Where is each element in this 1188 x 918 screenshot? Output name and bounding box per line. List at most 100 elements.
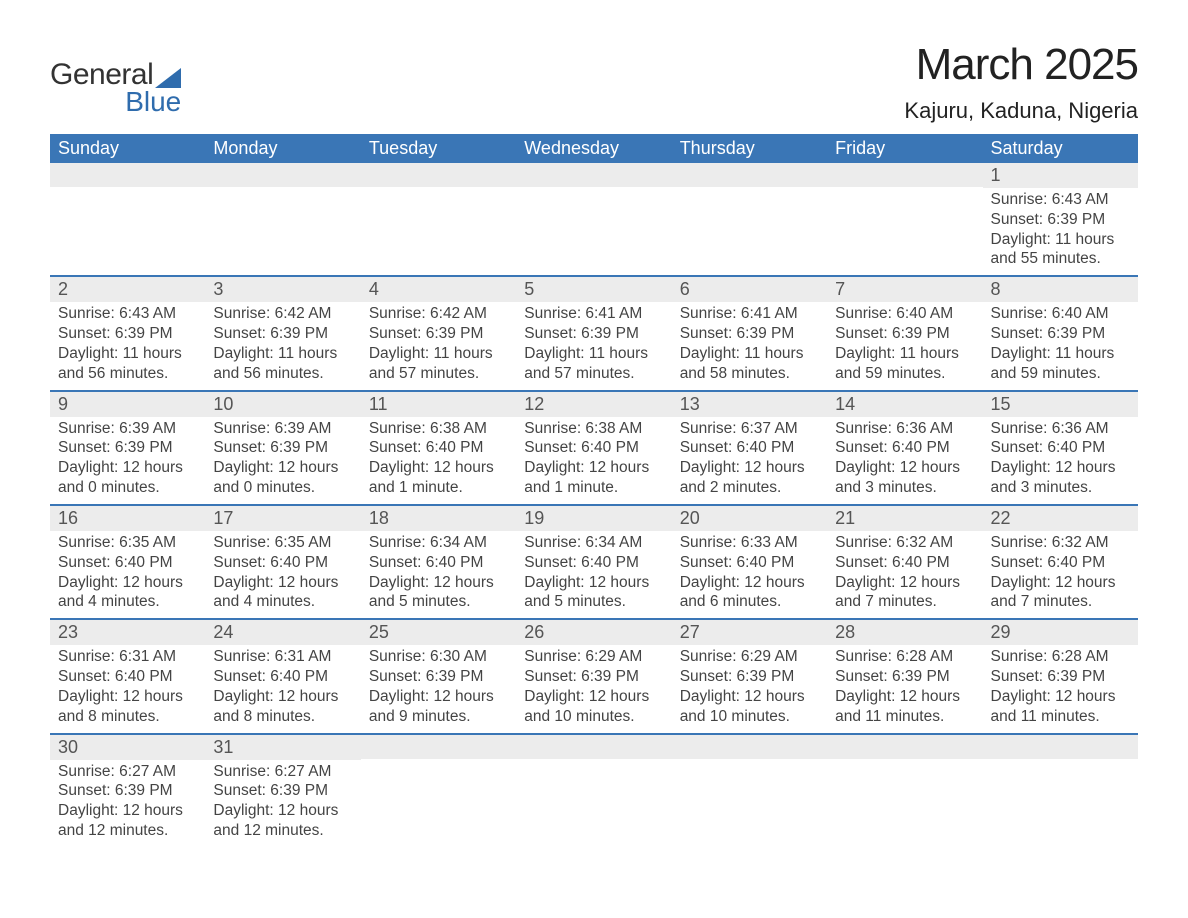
day-number: 31 <box>205 735 360 760</box>
daylight-text: Daylight: 12 hours and 5 minutes. <box>524 573 663 613</box>
day-number: 27 <box>672 620 827 645</box>
calendar-cell: 1Sunrise: 6:43 AMSunset: 6:39 PMDaylight… <box>983 163 1138 276</box>
brand-logo: General Blue <box>50 58 181 118</box>
sunset-text: Sunset: 6:39 PM <box>369 324 508 344</box>
calendar-cell <box>361 163 516 276</box>
day-number: 4 <box>361 277 516 302</box>
calendar-week-row: 30Sunrise: 6:27 AMSunset: 6:39 PMDayligh… <box>50 734 1138 847</box>
calendar-cell: 23Sunrise: 6:31 AMSunset: 6:40 PMDayligh… <box>50 619 205 733</box>
calendar-cell <box>50 163 205 276</box>
sunset-text: Sunset: 6:39 PM <box>835 667 974 687</box>
calendar-cell: 13Sunrise: 6:37 AMSunset: 6:40 PMDayligh… <box>672 391 827 505</box>
calendar-cell: 27Sunrise: 6:29 AMSunset: 6:39 PMDayligh… <box>672 619 827 733</box>
day-number: 23 <box>50 620 205 645</box>
day-number <box>983 735 1138 759</box>
calendar-table: Sunday Monday Tuesday Wednesday Thursday… <box>50 134 1138 847</box>
sunset-text: Sunset: 6:40 PM <box>835 553 974 573</box>
day-number <box>516 735 671 759</box>
calendar-cell: 2Sunrise: 6:43 AMSunset: 6:39 PMDaylight… <box>50 276 205 390</box>
day-content: Sunrise: 6:40 AMSunset: 6:39 PMDaylight:… <box>983 302 1138 389</box>
sunrise-text: Sunrise: 6:34 AM <box>524 533 663 553</box>
daylight-text: Daylight: 12 hours and 4 minutes. <box>213 573 352 613</box>
day-content: Sunrise: 6:32 AMSunset: 6:40 PMDaylight:… <box>827 531 982 618</box>
sunset-text: Sunset: 6:39 PM <box>213 324 352 344</box>
sunset-text: Sunset: 6:39 PM <box>991 667 1130 687</box>
day-content: Sunrise: 6:27 AMSunset: 6:39 PMDaylight:… <box>205 760 360 847</box>
calendar-cell <box>983 734 1138 847</box>
sunrise-text: Sunrise: 6:36 AM <box>991 419 1130 439</box>
sunset-text: Sunset: 6:40 PM <box>369 438 508 458</box>
calendar-week-row: 23Sunrise: 6:31 AMSunset: 6:40 PMDayligh… <box>50 619 1138 733</box>
daylight-text: Daylight: 12 hours and 11 minutes. <box>991 687 1130 727</box>
calendar-cell: 31Sunrise: 6:27 AMSunset: 6:39 PMDayligh… <box>205 734 360 847</box>
daylight-text: Daylight: 12 hours and 8 minutes. <box>58 687 197 727</box>
daylight-text: Daylight: 12 hours and 7 minutes. <box>991 573 1130 613</box>
sunset-text: Sunset: 6:40 PM <box>213 667 352 687</box>
day-content: Sunrise: 6:40 AMSunset: 6:39 PMDaylight:… <box>827 302 982 389</box>
calendar-cell: 26Sunrise: 6:29 AMSunset: 6:39 PMDayligh… <box>516 619 671 733</box>
day-content <box>205 187 360 267</box>
day-number: 1 <box>983 163 1138 188</box>
day-number: 8 <box>983 277 1138 302</box>
sunset-text: Sunset: 6:39 PM <box>991 324 1130 344</box>
sunrise-text: Sunrise: 6:33 AM <box>680 533 819 553</box>
sunrise-text: Sunrise: 6:29 AM <box>524 647 663 667</box>
calendar-week-row: 1Sunrise: 6:43 AMSunset: 6:39 PMDaylight… <box>50 163 1138 276</box>
day-content: Sunrise: 6:43 AMSunset: 6:39 PMDaylight:… <box>50 302 205 389</box>
sunrise-text: Sunrise: 6:42 AM <box>213 304 352 324</box>
sunrise-text: Sunrise: 6:30 AM <box>369 647 508 667</box>
day-number <box>205 163 360 187</box>
sunrise-text: Sunrise: 6:32 AM <box>991 533 1130 553</box>
title-block: March 2025 Kajuru, Kaduna, Nigeria <box>904 40 1138 124</box>
weekday-header: Tuesday <box>361 134 516 163</box>
day-content: Sunrise: 6:38 AMSunset: 6:40 PMDaylight:… <box>361 417 516 504</box>
sunrise-text: Sunrise: 6:31 AM <box>58 647 197 667</box>
day-content <box>672 187 827 267</box>
sunrise-text: Sunrise: 6:39 AM <box>58 419 197 439</box>
daylight-text: Daylight: 12 hours and 3 minutes. <box>835 458 974 498</box>
calendar-cell <box>827 734 982 847</box>
daylight-text: Daylight: 11 hours and 56 minutes. <box>58 344 197 384</box>
sunrise-text: Sunrise: 6:32 AM <box>835 533 974 553</box>
day-content: Sunrise: 6:28 AMSunset: 6:39 PMDaylight:… <box>983 645 1138 732</box>
day-content: Sunrise: 6:36 AMSunset: 6:40 PMDaylight:… <box>983 417 1138 504</box>
day-number <box>827 735 982 759</box>
day-content: Sunrise: 6:35 AMSunset: 6:40 PMDaylight:… <box>205 531 360 618</box>
sunset-text: Sunset: 6:40 PM <box>991 553 1130 573</box>
calendar-cell: 9Sunrise: 6:39 AMSunset: 6:39 PMDaylight… <box>50 391 205 505</box>
daylight-text: Daylight: 12 hours and 5 minutes. <box>369 573 508 613</box>
day-content: Sunrise: 6:27 AMSunset: 6:39 PMDaylight:… <box>50 760 205 847</box>
calendar-cell: 22Sunrise: 6:32 AMSunset: 6:40 PMDayligh… <box>983 505 1138 619</box>
day-content: Sunrise: 6:31 AMSunset: 6:40 PMDaylight:… <box>50 645 205 732</box>
day-content: Sunrise: 6:32 AMSunset: 6:40 PMDaylight:… <box>983 531 1138 618</box>
sunset-text: Sunset: 6:39 PM <box>680 324 819 344</box>
daylight-text: Daylight: 12 hours and 0 minutes. <box>58 458 197 498</box>
day-number: 17 <box>205 506 360 531</box>
sunset-text: Sunset: 6:39 PM <box>369 667 508 687</box>
calendar-cell: 28Sunrise: 6:28 AMSunset: 6:39 PMDayligh… <box>827 619 982 733</box>
sunrise-text: Sunrise: 6:40 AM <box>991 304 1130 324</box>
calendar-cell <box>205 163 360 276</box>
day-number: 11 <box>361 392 516 417</box>
calendar-cell: 15Sunrise: 6:36 AMSunset: 6:40 PMDayligh… <box>983 391 1138 505</box>
sunset-text: Sunset: 6:39 PM <box>680 667 819 687</box>
day-content <box>516 759 671 839</box>
day-content <box>361 187 516 267</box>
sunset-text: Sunset: 6:40 PM <box>58 667 197 687</box>
day-number: 5 <box>516 277 671 302</box>
calendar-cell: 29Sunrise: 6:28 AMSunset: 6:39 PMDayligh… <box>983 619 1138 733</box>
day-number: 2 <box>50 277 205 302</box>
daylight-text: Daylight: 12 hours and 6 minutes. <box>680 573 819 613</box>
day-number: 24 <box>205 620 360 645</box>
day-content <box>983 759 1138 839</box>
sunrise-text: Sunrise: 6:29 AM <box>680 647 819 667</box>
brand-sail-icon <box>155 68 181 88</box>
daylight-text: Daylight: 12 hours and 7 minutes. <box>835 573 974 613</box>
calendar-cell: 5Sunrise: 6:41 AMSunset: 6:39 PMDaylight… <box>516 276 671 390</box>
day-content <box>50 187 205 267</box>
calendar-week-row: 16Sunrise: 6:35 AMSunset: 6:40 PMDayligh… <box>50 505 1138 619</box>
day-content: Sunrise: 6:41 AMSunset: 6:39 PMDaylight:… <box>516 302 671 389</box>
calendar-cell: 10Sunrise: 6:39 AMSunset: 6:39 PMDayligh… <box>205 391 360 505</box>
sunset-text: Sunset: 6:40 PM <box>991 438 1130 458</box>
calendar-cell: 20Sunrise: 6:33 AMSunset: 6:40 PMDayligh… <box>672 505 827 619</box>
